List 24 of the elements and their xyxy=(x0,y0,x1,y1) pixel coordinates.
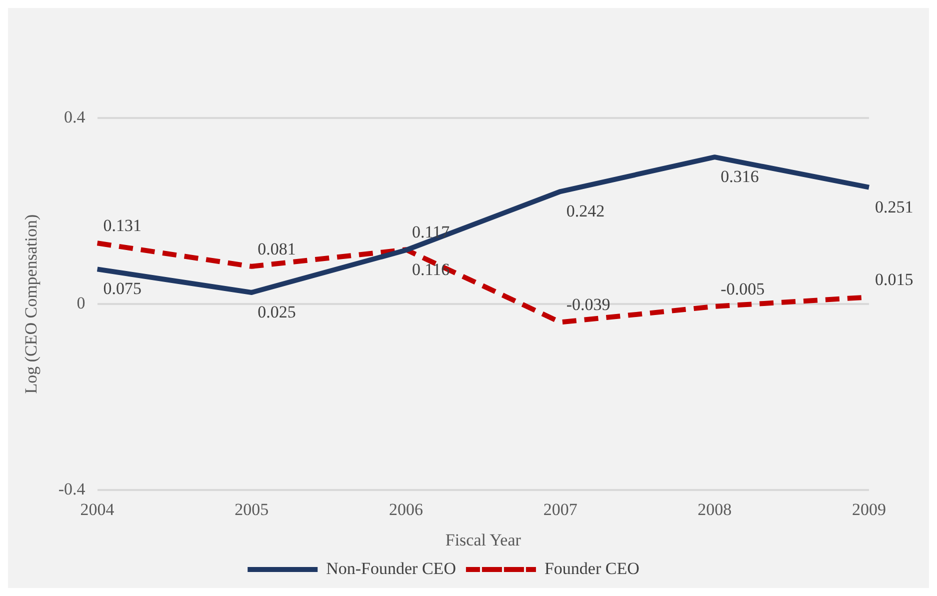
data-label: 0.242 xyxy=(566,201,605,220)
data-label: -0.039 xyxy=(566,295,610,314)
x-tick-label: 2007 xyxy=(543,500,578,519)
x-tick-label: 2006 xyxy=(388,500,423,519)
data-label: 0.025 xyxy=(258,302,296,322)
x-tick-label: 2008 xyxy=(698,500,732,519)
data-label: 0.075 xyxy=(103,279,142,298)
x-tick-label: 2004 xyxy=(80,500,115,519)
x-tick-label: 2009 xyxy=(852,500,886,519)
y-tick-label: 0.4 xyxy=(64,107,86,126)
x-tick-label: 2005 xyxy=(234,500,269,519)
data-label: 0.131 xyxy=(103,216,142,236)
legend-label: Non-Founder CEO xyxy=(326,558,456,578)
data-label: 0.116 xyxy=(412,260,450,280)
data-label: 0.316 xyxy=(720,167,759,186)
legend-label: Founder CEO xyxy=(544,558,640,578)
data-label: -0.005 xyxy=(720,279,765,298)
x-axis-title: Fiscal Year xyxy=(445,530,522,550)
y-tick-label: -0.4 xyxy=(58,480,86,499)
y-tick-label: 0 xyxy=(76,294,86,313)
data-label: 0.015 xyxy=(875,270,914,290)
y-axis-title: Log (CEO Compensation) xyxy=(22,214,41,394)
data-label: 0.081 xyxy=(258,239,296,258)
data-label: 0.251 xyxy=(875,197,914,216)
